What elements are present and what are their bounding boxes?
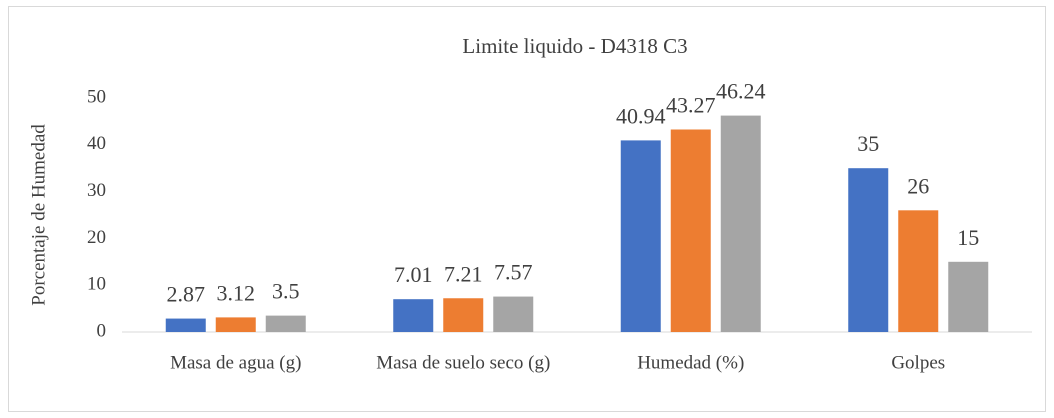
y-tick-label: 10	[87, 274, 106, 295]
bar	[848, 168, 889, 332]
x-tick-label: Humedad (%)	[637, 352, 744, 373]
bar	[948, 261, 989, 332]
bar	[165, 318, 206, 332]
bar	[393, 299, 434, 332]
data-label: 7.01	[394, 262, 433, 287]
bar	[670, 129, 711, 332]
data-label: 7.21	[444, 261, 483, 286]
x-tick-label: Golpes	[891, 352, 945, 373]
data-label: 46.24	[716, 79, 766, 104]
data-label: 43.27	[666, 93, 716, 118]
data-label: 7.57	[494, 260, 533, 285]
data-label: 3.12	[217, 280, 256, 305]
bar	[265, 315, 306, 332]
data-label: 40.94	[616, 103, 666, 128]
data-label: 15	[957, 225, 979, 250]
chart-border	[8, 6, 1046, 412]
data-label: 26	[907, 173, 929, 198]
bar	[493, 296, 534, 332]
bar	[620, 140, 661, 332]
x-tick-label: Masa de agua (g)	[170, 352, 301, 373]
bar	[443, 298, 484, 332]
bar	[720, 115, 761, 332]
data-label: 35	[857, 131, 879, 156]
data-label: 2.87	[167, 282, 206, 307]
y-tick-label: 0	[97, 320, 107, 341]
x-tick-label: Masa de suelo seco (g)	[376, 352, 550, 373]
y-tick-label: 50	[87, 86, 106, 107]
data-label: 3.5	[272, 279, 300, 304]
y-axis-label: Porcentaje de Humedad	[28, 124, 49, 306]
y-tick-label: 30	[87, 180, 106, 201]
y-tick-label: 20	[87, 227, 106, 248]
bar	[898, 210, 939, 332]
chart-title: Limite liquido - D4318 C3	[462, 34, 687, 58]
y-tick-label: 40	[87, 133, 106, 154]
bar	[215, 317, 256, 332]
